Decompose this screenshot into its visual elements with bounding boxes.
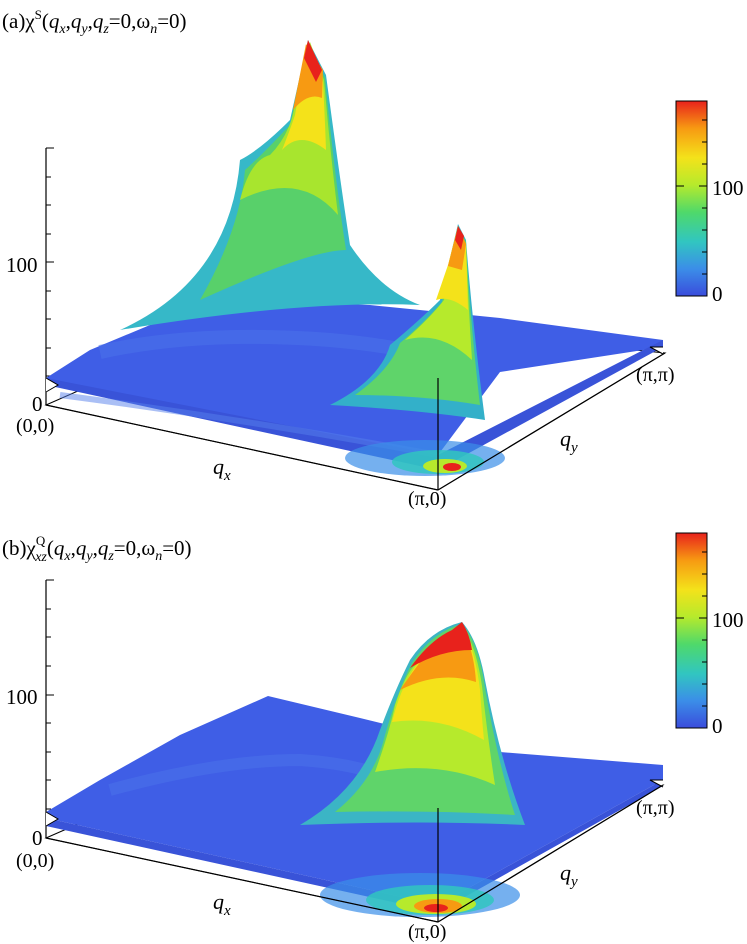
panel-b-y-label: qy: [560, 860, 578, 890]
panel-a-colorbar-tick-0: 0: [712, 282, 723, 306]
panel-b-colorbar-tick-0: 0: [712, 714, 723, 738]
panel-a-colorbar-ticks: [676, 119, 707, 297]
panel-b: (b)χQ xz(qx,qy,qz=0,ωn=0) 100 0: [2, 532, 744, 943]
panel-a-surface-edge: [46, 340, 663, 470]
panel-b-corner-xend: (π,0): [408, 921, 446, 943]
panel-b-edge-notch-right: [649, 779, 664, 788]
panel-a-corner-xend: (π,0): [408, 488, 446, 510]
panel-b-corner-yend: (π,π): [636, 797, 675, 819]
panel-b-title: (b)χQ xz(qx,qy,qz=0,ωn=0): [2, 533, 192, 565]
panel-a-edge-notch-left: [45, 377, 59, 393]
panel-a-y-edge: [437, 352, 666, 491]
panel-b-x-edge: [45, 837, 439, 923]
panel-a-title: (a)χS(qx,qy,qz=0,ωn=0): [2, 7, 187, 37]
panel-b-edge-notch-left: [45, 811, 59, 827]
panel-b-z-ticks: [46, 579, 54, 839]
panel-b-peak-main: [300, 622, 525, 825]
panel-b-x-label: qx: [213, 889, 231, 919]
panel-a-peak-second: [330, 224, 485, 420]
panel-b-colorbar-ticks: [676, 551, 707, 729]
panel-a-corner-yend: (π,π): [636, 364, 675, 386]
panel-a-corner-bump: [345, 440, 505, 476]
panel-a-corner-origin: (0,0): [16, 415, 54, 437]
panel-b-z-tick-100: 100: [6, 685, 38, 709]
panel-b-corner-origin: (0,0): [16, 850, 54, 872]
panel-a-colorbar-tick-100: 100: [712, 176, 744, 200]
panel-b-z-tick-0: 0: [32, 826, 43, 850]
panel-b-colorbar-tick-100: 100: [712, 608, 744, 632]
panel-a-z-tick-0: 0: [32, 392, 43, 416]
panel-a-peak-main: [120, 40, 420, 330]
panel-a-y-label: qy: [560, 426, 578, 456]
panel-b-corner-bump: [320, 873, 520, 917]
panel-a-x-edge: [45, 404, 439, 491]
panel-b-y-edge: [437, 784, 664, 923]
panel-a: (a)χS(qx,qy,qz=0,ωn=0) 100 0: [2, 7, 744, 510]
panel-a-edge-notch-right: [649, 346, 664, 355]
panel-b-surface-edge: [46, 780, 663, 912]
panel-a-z-ticks: [46, 147, 54, 406]
panel-a-x-label: qx: [213, 454, 231, 484]
panel-a-colorbar: [675, 100, 708, 297]
panel-a-z-tick-100: 100: [6, 253, 38, 277]
panel-b-colorbar: [675, 532, 708, 729]
